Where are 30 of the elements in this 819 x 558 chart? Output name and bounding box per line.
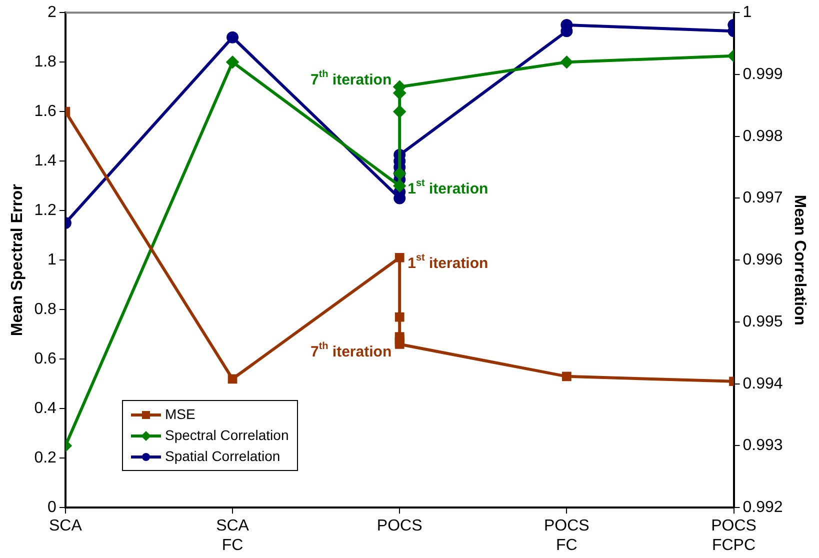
- x-tick-label: SCA FC: [216, 518, 250, 554]
- y-tick-label: 0.8: [34, 301, 57, 318]
- y2-axis-title: Mean Correlation: [790, 194, 808, 326]
- y2-tick-label: 0.996: [742, 252, 783, 269]
- y-tick-label: 0: [48, 499, 57, 516]
- x-tick-label: POCS FCPC: [711, 518, 756, 554]
- y2-tick-label: 0.999: [742, 66, 783, 83]
- y2-tick-label: 0.993: [742, 437, 783, 454]
- y2-tick-label: 0.994: [742, 375, 783, 392]
- y-tick-label: 1.6: [34, 103, 57, 120]
- y-tick-label: 1.4: [34, 152, 57, 170]
- x-tick-label: POCS: [376, 518, 422, 535]
- y-tick-label: 0.2: [34, 450, 57, 467]
- x-tick-label: POCS FC: [544, 518, 590, 554]
- y2-tick-label: 1: [742, 4, 752, 22]
- y-tick-label: 1.8: [34, 54, 57, 71]
- y-tick-label: 1: [48, 252, 57, 269]
- y-axis-title: Mean Spectral Error: [9, 184, 26, 336]
- legend-label: MSE: [165, 406, 196, 422]
- y-tick-label: 0.6: [34, 350, 57, 368]
- x-tick-label: SCA: [48, 518, 82, 535]
- y-tick-label: 1.2: [34, 202, 57, 220]
- legend-label: Spatial Correlation: [165, 448, 280, 464]
- y2-tick-label: 0.997: [742, 190, 783, 207]
- y-tick-label: 2: [48, 4, 57, 22]
- y2-tick-label: 0.998: [742, 128, 783, 145]
- y-tick-label: 0.4: [34, 400, 57, 418]
- y2-tick-label: 0.995: [742, 313, 783, 330]
- legend-label: Spectral Correlation: [165, 427, 289, 443]
- y2-tick-label: 0.992: [742, 499, 783, 516]
